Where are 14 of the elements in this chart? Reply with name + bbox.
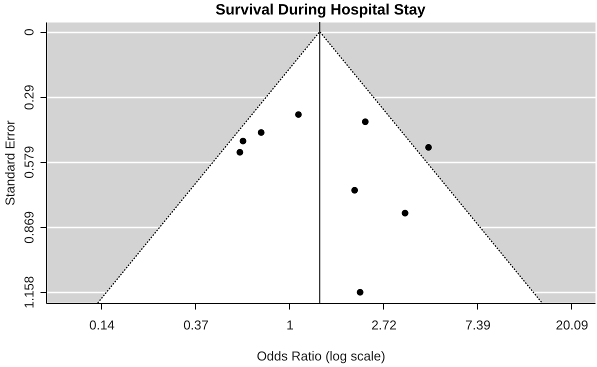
chart-title: Survival During Hospital Stay bbox=[215, 2, 426, 18]
y-tick-label: 0 bbox=[22, 28, 36, 36]
y-tick-label: 0.579 bbox=[22, 146, 36, 178]
y-tick-label: 0.869 bbox=[22, 211, 36, 244]
x-tick-label: 7.39 bbox=[465, 318, 491, 332]
x-tick-label: 1 bbox=[286, 318, 294, 332]
y-tick-label: 1.158 bbox=[22, 276, 36, 309]
x-tick-label: 0.14 bbox=[89, 318, 115, 332]
x-tick-label: 20.09 bbox=[556, 318, 588, 332]
y-tick-label: 0.29 bbox=[22, 84, 36, 110]
y-axis-title: Standard Error bbox=[2, 120, 18, 206]
x-tick-label: 0.37 bbox=[183, 318, 209, 332]
x-axis-title: Odds Ratio (log scale) bbox=[256, 348, 386, 364]
x-tick-label: 2.72 bbox=[371, 318, 397, 332]
